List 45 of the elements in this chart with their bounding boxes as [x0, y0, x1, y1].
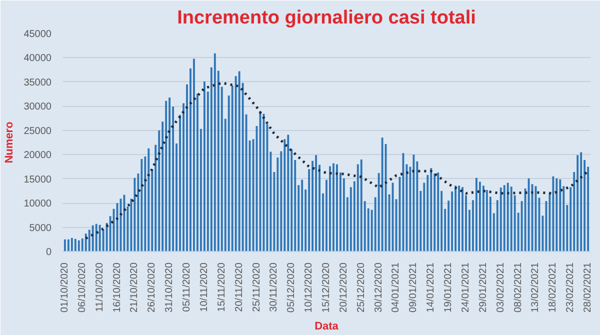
x-tick-label: 18/02/2021: [548, 262, 559, 313]
y-tick-label: 30000: [24, 102, 52, 113]
x-tick-label: 29/01/2021: [478, 262, 489, 313]
x-tick-label: 08/02/2021: [512, 262, 524, 313]
x-tick-label: 26/10/2020: [146, 262, 158, 313]
x-tick-label: 10/11/2020: [198, 262, 210, 312]
x-tick-label: 06/10/2020: [76, 262, 88, 313]
y-tick-label: 40000: [24, 53, 52, 64]
x-tick-label: 05/11/2020: [182, 262, 192, 312]
line-series: [84, 82, 590, 240]
x-tick-label: 30/12/2020: [373, 262, 384, 313]
x-tick-label: 16/10/2020: [112, 262, 123, 313]
chart-title: Incremento giornaliero casi totali: [177, 8, 476, 28]
x-tick-label: 04/01/2021: [390, 262, 402, 313]
x-tick-label: 11/10/2020: [94, 262, 106, 312]
x-tick-label: 03/02/2021: [495, 262, 506, 313]
x-tick-label: 10/12/2020: [304, 262, 315, 313]
x-tick-label: 14/01/2021: [426, 262, 437, 313]
y-axis-title: Numero: [4, 121, 16, 164]
y-tick-label: 45000: [24, 29, 52, 40]
x-tick-label: 01/10/2020: [59, 262, 70, 313]
y-tick-label: 15000: [24, 174, 52, 186]
y-tick-label: 5000: [29, 222, 52, 234]
x-tick-label: 15/12/2020: [321, 262, 332, 313]
y-tick-label: 20000: [24, 150, 52, 162]
x-tick-label: 21/10/2020: [129, 262, 140, 313]
x-tick-label: 25/11/2020: [251, 262, 262, 312]
x-tick-label: 31/10/2020: [164, 262, 176, 313]
x-tick-label: 25/12/2020: [356, 262, 367, 313]
y-tick-label: 25000: [24, 126, 52, 137]
x-tick-label: 23/02/2021: [565, 262, 576, 313]
x-tick-label: 20/12/2020: [338, 262, 350, 313]
y-tick-label: 0: [46, 247, 52, 258]
x-axis-title: Data: [314, 320, 340, 333]
x-tick-label: 13/02/2021: [530, 262, 542, 313]
x-tick-label: 15/11/2020: [216, 262, 228, 312]
x-tick-label: 30/11/2020: [268, 262, 280, 312]
x-tick-label: 09/01/2021: [408, 262, 420, 313]
x-tick-label: 24/01/2021: [460, 262, 472, 313]
y-tick-label: 10000: [24, 198, 52, 210]
x-tick-label: 28/02/2021: [582, 262, 594, 313]
x-tick-label: 20/11/2020: [234, 262, 245, 312]
x-tick-label: 05/12/2020: [286, 262, 298, 313]
y-tick-label: 35000: [24, 77, 52, 88]
x-tick-label: 19/01/2021: [443, 262, 454, 313]
